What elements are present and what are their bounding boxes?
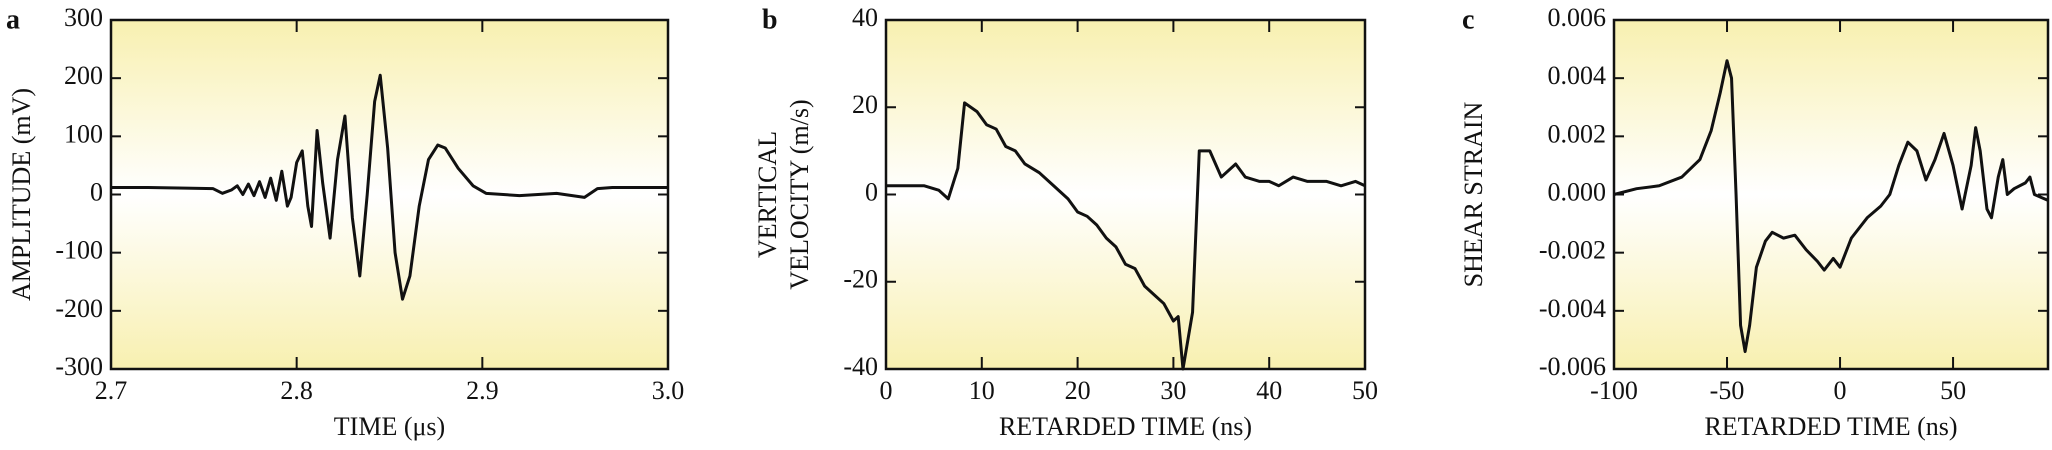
y-tick-label: 20 (852, 90, 878, 119)
x-axis-label: RETARDED TIME (ns) (999, 412, 1252, 441)
x-tick-label: 40 (1256, 376, 1282, 405)
y-tick-label: -0.004 (1539, 294, 1606, 323)
x-tick-label: 20 (1065, 376, 1091, 405)
x-tick-label: 3.0 (652, 376, 685, 405)
plot-background (1614, 20, 2048, 369)
y-tick-label: 200 (64, 61, 103, 90)
x-tick-label: -50 (1710, 376, 1745, 405)
x-tick-label: 2.9 (466, 376, 499, 405)
y-tick-label: -20 (843, 265, 878, 294)
data-line (886, 101, 1366, 371)
x-tick-label: 2.7 (95, 376, 128, 405)
x-tick-label: 0 (1834, 376, 1847, 405)
x-axis-label: RETARDED TIME (ns) (1704, 412, 1957, 441)
y-tick-label: -300 (55, 352, 103, 381)
y-tick-label: 0 (865, 177, 878, 206)
x-tick-label: 30 (1160, 376, 1186, 405)
y-tick-label: -100 (55, 236, 103, 265)
y-tick-label: -200 (55, 294, 103, 323)
y-axis-label: VERTICAL (753, 131, 782, 258)
x-tick-label: -100 (1590, 376, 1638, 405)
y-tick-label: 0.006 (1548, 3, 1607, 32)
x-tick-label: 10 (969, 376, 995, 405)
y-axis-label: AMPLITUDE (mV) (7, 88, 36, 301)
x-tick-label: 50 (1940, 376, 1966, 405)
plot-frame (109, 18, 670, 371)
x-axis-label: TIME (μs) (334, 412, 445, 441)
panel-letter: a (6, 4, 20, 35)
panel-letter: b (762, 4, 778, 35)
y-tick-label: -40 (843, 352, 878, 381)
plot-frame (1612, 18, 2050, 371)
y-tick-label: 300 (64, 3, 103, 32)
plot-frame (884, 18, 1367, 371)
y-tick-label: 0.002 (1548, 119, 1607, 148)
y-axis-label: SHEAR STRAIN (1459, 101, 1488, 287)
y-tick-label: 0.004 (1548, 61, 1607, 90)
y-tick-label: 100 (64, 119, 103, 148)
y-tick-label: -0.006 (1539, 352, 1606, 381)
data-line (111, 73, 668, 301)
y-tick-label: 0.000 (1548, 177, 1607, 206)
panel-letter: c (1462, 4, 1474, 35)
y-tick-label: 40 (852, 3, 878, 32)
data-line (1613, 59, 2049, 354)
x-tick-label: 0 (880, 376, 893, 405)
y-axis-label: VELOCITY (m/s) (785, 99, 814, 289)
x-tick-label: 50 (1352, 376, 1378, 405)
plot-background (886, 20, 1365, 369)
y-tick-label: -0.002 (1539, 236, 1606, 265)
x-tick-label: 2.8 (280, 376, 313, 405)
y-tick-label: 0 (90, 177, 103, 206)
